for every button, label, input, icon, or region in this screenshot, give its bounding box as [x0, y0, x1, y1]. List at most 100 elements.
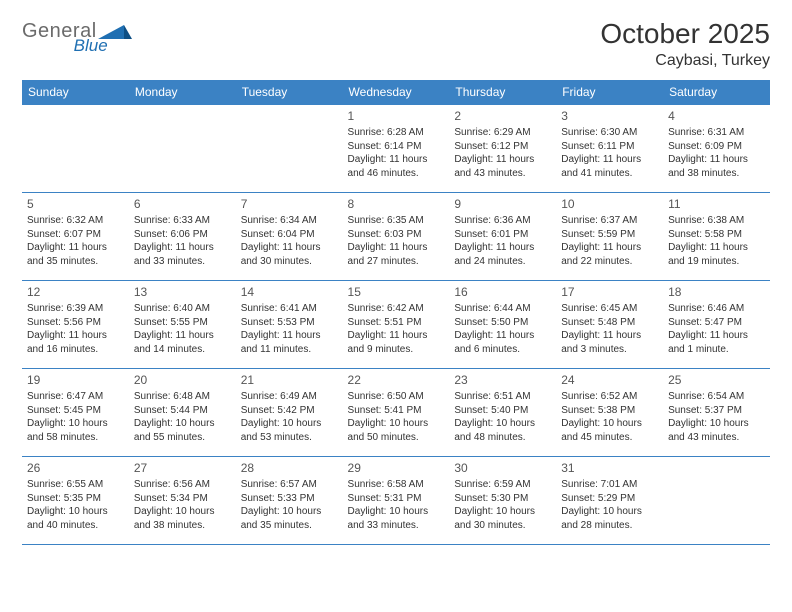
- daylight-line: Daylight: 11 hours and 38 minutes.: [668, 153, 765, 180]
- day-number: 31: [561, 460, 658, 476]
- day-number: 23: [454, 372, 551, 388]
- day-header: Thursday: [449, 80, 556, 105]
- sunset-line: Sunset: 5:38 PM: [561, 404, 658, 418]
- calendar-cell: 30Sunrise: 6:59 AMSunset: 5:30 PMDayligh…: [449, 457, 556, 545]
- calendar-cell: 17Sunrise: 6:45 AMSunset: 5:48 PMDayligh…: [556, 281, 663, 369]
- calendar-week-row: 5Sunrise: 6:32 AMSunset: 6:07 PMDaylight…: [22, 193, 770, 281]
- daylight-line: Daylight: 11 hours and 3 minutes.: [561, 329, 658, 356]
- daylight-line: Daylight: 10 hours and 53 minutes.: [241, 417, 338, 444]
- sunrise-line: Sunrise: 6:46 AM: [668, 302, 765, 316]
- daylight-line: Daylight: 11 hours and 43 minutes.: [454, 153, 551, 180]
- daylight-line: Daylight: 11 hours and 1 minute.: [668, 329, 765, 356]
- daylight-line: Daylight: 10 hours and 33 minutes.: [348, 505, 445, 532]
- sunrise-line: Sunrise: 6:38 AM: [668, 214, 765, 228]
- daylight-line: Daylight: 11 hours and 24 minutes.: [454, 241, 551, 268]
- sunset-line: Sunset: 5:47 PM: [668, 316, 765, 330]
- sunrise-line: Sunrise: 6:45 AM: [561, 302, 658, 316]
- calendar-cell: 11 Sunrise: 6:38 AMSunset: 5:58 PMDayligh…: [663, 193, 770, 281]
- daylight-line: Daylight: 10 hours and 45 minutes.: [561, 417, 658, 444]
- sunset-line: Sunset: 5:41 PM: [348, 404, 445, 418]
- sunrise-line: Sunrise: 6:40 AM: [134, 302, 231, 316]
- day-number: 28: [241, 460, 338, 476]
- sunset-line: Sunset: 5:37 PM: [668, 404, 765, 418]
- sunrise-line: Sunrise: 6:35 AM: [348, 214, 445, 228]
- daylight-line: Daylight: 10 hours and 35 minutes.: [241, 505, 338, 532]
- sunrise-line: Sunrise: 6:33 AM: [134, 214, 231, 228]
- sunset-line: Sunset: 5:55 PM: [134, 316, 231, 330]
- calendar-cell: 19 Sunrise: 6:47 AMSunset: 5:45 PMDayligh…: [22, 369, 129, 457]
- header: General Blue October 2025 Caybasi, Turke…: [22, 18, 770, 70]
- calendar-cell: 9Sunrise: 6:36 AMSunset: 6:01 PMDaylight…: [449, 193, 556, 281]
- calendar-cell: 26Sunrise: 6:55 AMSunset: 5:35 PMDayligh…: [22, 457, 129, 545]
- sunrise-line: Sunrise: 6:34 AM: [241, 214, 338, 228]
- sunrise-line: Sunrise: 6:58 AM: [348, 478, 445, 492]
- sunrise-line: Sunrise: 6:41 AM: [241, 302, 338, 316]
- sunset-line: Sunset: 5:44 PM: [134, 404, 231, 418]
- day-number: 19: [27, 372, 124, 388]
- sunrise-line: Sunrise: 6:47 AM: [27, 390, 124, 404]
- sunrise-line: Sunrise: 6:48 AM: [134, 390, 231, 404]
- sunrise-line: Sunrise: 7:01 AM: [561, 478, 658, 492]
- sunrise-line: Sunrise: 6:36 AM: [454, 214, 551, 228]
- day-number: 11: [668, 196, 765, 212]
- day-number: 17: [561, 284, 658, 300]
- sunset-line: Sunset: 5:53 PM: [241, 316, 338, 330]
- calendar-cell: 16Sunrise: 6:44 AMSunset: 5:50 PMDayligh…: [449, 281, 556, 369]
- calendar-cell: 14Sunrise: 6:41 AMSunset: 5:53 PMDayligh…: [236, 281, 343, 369]
- daylight-line: Daylight: 10 hours and 50 minutes.: [348, 417, 445, 444]
- sunrise-line: Sunrise: 6:51 AM: [454, 390, 551, 404]
- day-header-row: Sunday Monday Tuesday Wednesday Thursday…: [22, 80, 770, 105]
- sunset-line: Sunset: 6:11 PM: [561, 140, 658, 154]
- calendar-cell: [236, 105, 343, 193]
- sunset-line: Sunset: 6:04 PM: [241, 228, 338, 242]
- sunrise-line: Sunrise: 6:56 AM: [134, 478, 231, 492]
- calendar-cell: [22, 105, 129, 193]
- sunrise-line: Sunrise: 6:32 AM: [27, 214, 124, 228]
- day-number: 30: [454, 460, 551, 476]
- daylight-line: Daylight: 10 hours and 58 minutes.: [27, 417, 124, 444]
- sunrise-line: Sunrise: 6:59 AM: [454, 478, 551, 492]
- sunrise-line: Sunrise: 6:44 AM: [454, 302, 551, 316]
- calendar-cell: 31Sunrise: 7:01 AMSunset: 5:29 PMDayligh…: [556, 457, 663, 545]
- daylight-line: Daylight: 11 hours and 46 minutes.: [348, 153, 445, 180]
- calendar-cell: 23Sunrise: 6:51 AMSunset: 5:40 PMDayligh…: [449, 369, 556, 457]
- sunset-line: Sunset: 5:33 PM: [241, 492, 338, 506]
- sunset-line: Sunset: 6:03 PM: [348, 228, 445, 242]
- sunset-line: Sunset: 6:14 PM: [348, 140, 445, 154]
- sunset-line: Sunset: 6:12 PM: [454, 140, 551, 154]
- month-title: October 2025: [600, 18, 770, 50]
- sunset-line: Sunset: 6:09 PM: [668, 140, 765, 154]
- calendar-cell: [129, 105, 236, 193]
- sunrise-line: Sunrise: 6:42 AM: [348, 302, 445, 316]
- daylight-line: Daylight: 10 hours and 55 minutes.: [134, 417, 231, 444]
- sunset-line: Sunset: 5:45 PM: [27, 404, 124, 418]
- sunrise-line: Sunrise: 6:52 AM: [561, 390, 658, 404]
- sunset-line: Sunset: 5:35 PM: [27, 492, 124, 506]
- sunset-line: Sunset: 5:58 PM: [668, 228, 765, 242]
- day-number: 21: [241, 372, 338, 388]
- sunrise-line: Sunrise: 6:55 AM: [27, 478, 124, 492]
- sunset-line: Sunset: 5:59 PM: [561, 228, 658, 242]
- calendar-cell: 25Sunrise: 6:54 AMSunset: 5:37 PMDayligh…: [663, 369, 770, 457]
- daylight-line: Daylight: 11 hours and 41 minutes.: [561, 153, 658, 180]
- daylight-line: Daylight: 11 hours and 14 minutes.: [134, 329, 231, 356]
- brand-name-2: Blue: [74, 36, 108, 56]
- calendar-cell: 18Sunrise: 6:46 AMSunset: 5:47 PMDayligh…: [663, 281, 770, 369]
- day-number: 8: [348, 196, 445, 212]
- day-number: 29: [348, 460, 445, 476]
- day-number: 2: [454, 108, 551, 124]
- calendar-week-row: 19Sunrise: 6:47 AMSunset: 5:45 PMDayligh…: [22, 369, 770, 457]
- calendar-cell: 7Sunrise: 6:34 AMSunset: 6:04 PMDaylight…: [236, 193, 343, 281]
- daylight-line: Daylight: 11 hours and 22 minutes.: [561, 241, 658, 268]
- title-block: October 2025 Caybasi, Turkey: [600, 18, 770, 70]
- calendar-cell: 24Sunrise: 6:52 AMSunset: 5:38 PMDayligh…: [556, 369, 663, 457]
- daylight-line: Daylight: 11 hours and 19 minutes.: [668, 241, 765, 268]
- daylight-line: Daylight: 11 hours and 6 minutes.: [454, 329, 551, 356]
- sunset-line: Sunset: 5:31 PM: [348, 492, 445, 506]
- calendar-cell: 4Sunrise: 6:31 AMSunset: 6:09 PMDaylight…: [663, 105, 770, 193]
- sunrise-line: Sunrise: 6:30 AM: [561, 126, 658, 140]
- location-label: Caybasi, Turkey: [600, 52, 770, 70]
- day-number: 25: [668, 372, 765, 388]
- day-number: 4: [668, 108, 765, 124]
- day-number: 1: [348, 108, 445, 124]
